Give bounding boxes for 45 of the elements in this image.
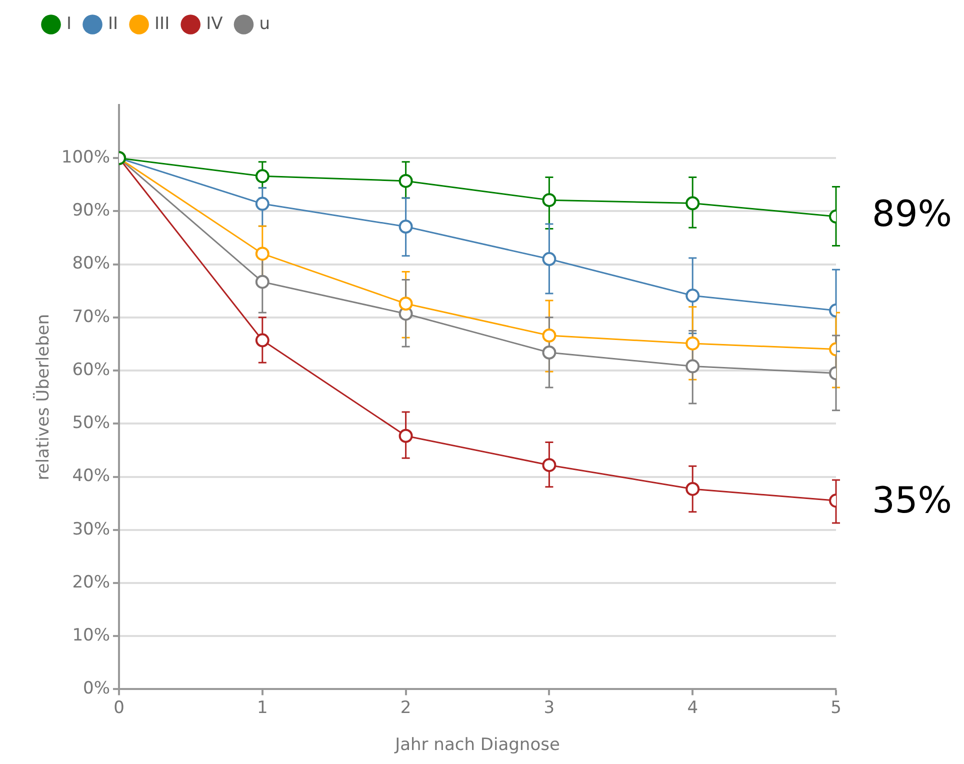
- x-tick-label: 1: [256, 698, 268, 718]
- point: [255, 169, 270, 184]
- point: [686, 336, 700, 350]
- legend-label: u: [259, 14, 270, 34]
- y-tick-label: 50%: [72, 413, 110, 434]
- point: [542, 252, 556, 266]
- point: [542, 458, 556, 472]
- point: [398, 174, 413, 188]
- y-tick-label: 30%: [72, 519, 110, 540]
- y-axis-title: relatives Überleben: [32, 314, 54, 480]
- point: [686, 482, 700, 496]
- point: [686, 359, 700, 374]
- x-axis-title: Jahr nach Diagnose: [394, 735, 560, 756]
- x-tick-label: 4: [687, 698, 698, 718]
- y-tick-label: 40%: [72, 466, 110, 486]
- legend-label: III: [154, 14, 170, 34]
- y-tick-label: 60%: [72, 360, 110, 380]
- annotation: 35%: [872, 480, 952, 522]
- y-tick-label: 90%: [72, 200, 110, 221]
- point: [255, 274, 270, 289]
- y-tick-label: 70%: [72, 306, 110, 327]
- y-tick-label: 20%: [72, 572, 110, 592]
- x-tick-label: 0: [114, 698, 124, 718]
- point: [398, 296, 413, 311]
- point: [686, 288, 700, 303]
- legend-label: II: [108, 14, 118, 34]
- point: [255, 333, 270, 348]
- point: [542, 193, 556, 208]
- y-tick-label: 100%: [61, 148, 110, 168]
- y-tick-label: 0%: [83, 678, 110, 699]
- legend-label: I: [66, 14, 72, 34]
- point: [255, 246, 270, 261]
- point: [255, 196, 270, 211]
- point: [398, 220, 413, 234]
- point: [398, 428, 413, 443]
- x-tick-label: 2: [400, 698, 412, 718]
- point: [542, 345, 556, 360]
- x-tick-label: 5: [830, 698, 842, 718]
- x-tick-label: 3: [544, 698, 555, 718]
- legend-label: IV: [206, 14, 224, 34]
- annotation: 89%: [872, 194, 952, 235]
- y-tick-label: 10%: [72, 626, 110, 646]
- point: [686, 196, 700, 210]
- point: [542, 328, 556, 342]
- y-tick-label: 80%: [72, 254, 110, 274]
